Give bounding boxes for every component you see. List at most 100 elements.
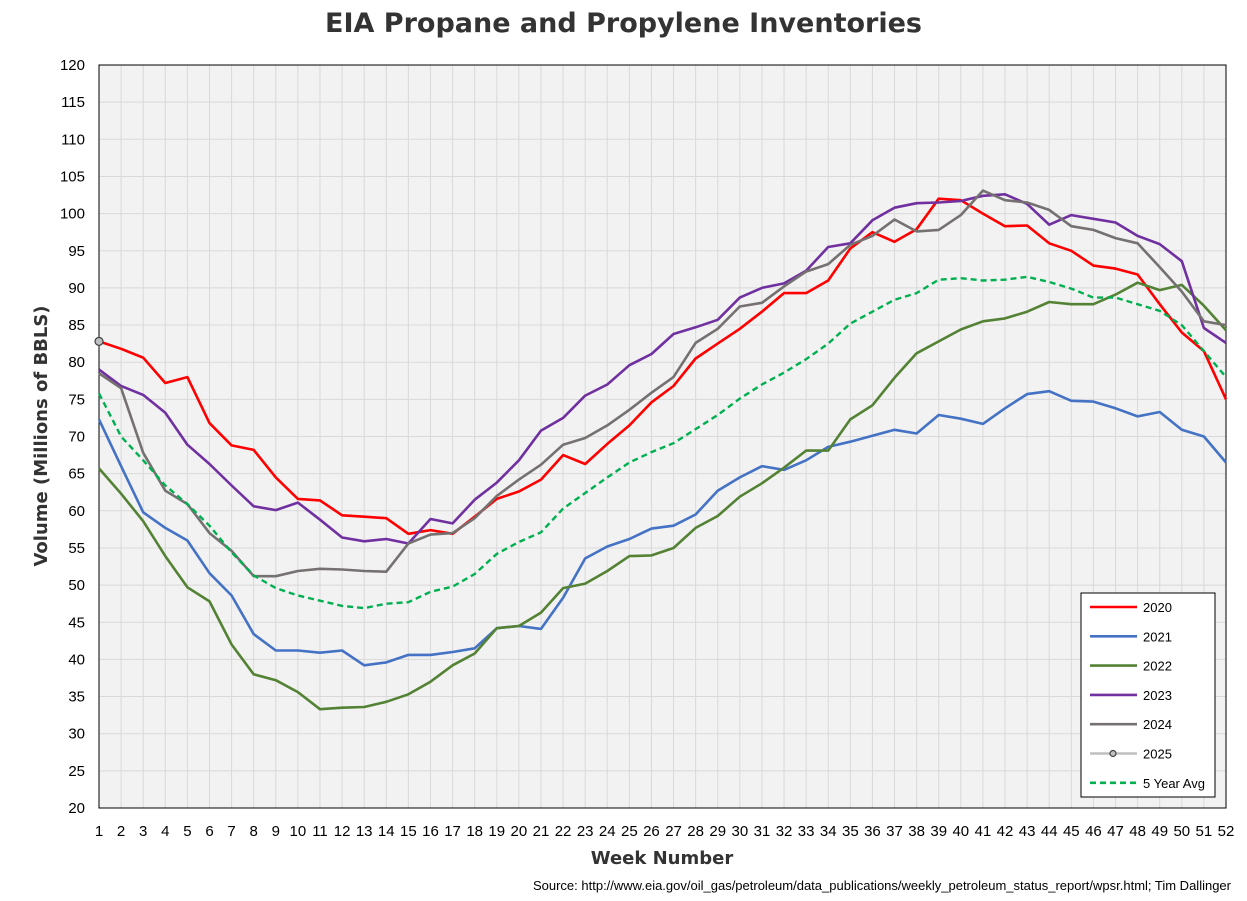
x-tick-label: 20 (511, 823, 528, 840)
y-tick-label: 55 (68, 540, 85, 557)
y-tick-label: 60 (68, 503, 85, 520)
x-tick-label: 38 (908, 823, 925, 840)
x-tick-label: 29 (709, 823, 726, 840)
x-tick-label: 5 (183, 823, 191, 840)
legend-label: 2020 (1143, 600, 1172, 615)
x-tick-label: 30 (731, 823, 748, 840)
x-tick-label: 15 (400, 823, 417, 840)
x-tick-label: 13 (356, 823, 373, 840)
source-note: Source: http://www.eia.gov/oil_gas/petro… (532, 878, 1231, 893)
x-tick-label: 9 (272, 823, 280, 840)
y-tick-label: 90 (68, 280, 85, 297)
y-tick-label: 110 (61, 131, 85, 148)
x-tick-label: 37 (886, 823, 903, 840)
x-tick-label: 52 (1218, 823, 1235, 840)
y-tick-label: 95 (68, 243, 85, 260)
legend-label: 2023 (1143, 688, 1172, 703)
x-tick-label: 45 (1063, 823, 1080, 840)
legend-marker (1109, 749, 1117, 758)
y-tick-label: 35 (68, 689, 85, 706)
x-tick-label: 49 (1151, 823, 1168, 840)
legend: 2020 2021 2022 2023 2024 2025 5 Year Avg (1080, 592, 1216, 798)
y-tick-label: 70 (68, 429, 85, 446)
x-tick-label: 47 (1107, 823, 1124, 840)
y-axis-title: Volume (Millions of BBLS) (31, 305, 52, 566)
x-axis-ticks: 1 2 3 4 5 6 7 8 9 10 11 12 13 14 15 16 17 18 19 20 21 22 23 24 2… (95, 823, 1235, 840)
x-tick-label: 44 (1041, 823, 1058, 840)
series-point-2025 (94, 336, 104, 346)
legend-label: 2025 (1143, 747, 1172, 762)
x-tick-label: 17 (444, 823, 461, 840)
x-tick-label: 11 (312, 823, 328, 840)
y-tick-label: 30 (68, 726, 85, 743)
x-tick-label: 31 (754, 823, 771, 840)
y-tick-label: 85 (68, 317, 85, 334)
x-tick-label: 19 (488, 823, 505, 840)
x-tick-label: 10 (290, 823, 307, 840)
y-axis-ticks: 20 25 30 35 40 45 50 55 60 65 70 75 80 85 90 95 100 105 11… (60, 57, 85, 817)
x-tick-label: 12 (334, 823, 351, 840)
legend-item-5-year-avg: 5 Year Avg (1090, 776, 1205, 791)
y-tick-label: 100 (60, 206, 85, 223)
x-tick-label: 42 (997, 823, 1014, 840)
legend-label: 2022 (1143, 659, 1172, 674)
x-tick-label: 32 (776, 823, 793, 840)
x-tick-label: 26 (643, 823, 660, 840)
x-tick-label: 2 (117, 823, 125, 840)
legend-item-2025: 2025 (1090, 747, 1172, 762)
y-tick-label: 80 (68, 354, 85, 371)
x-tick-label: 4 (161, 823, 169, 840)
legend-label: 2021 (1143, 629, 1172, 644)
x-tick-label: 27 (665, 823, 682, 840)
x-tick-label: 18 (466, 823, 483, 840)
series-line-2020 (98, 197, 1228, 536)
x-tick-label: 25 (621, 823, 638, 840)
y-tick-label: 25 (68, 763, 85, 780)
x-tick-label: 16 (422, 823, 439, 840)
x-tick-label: 43 (1019, 823, 1036, 840)
legend-item-2024: 2024 (1090, 717, 1172, 732)
y-tick-label: 50 (68, 577, 85, 594)
y-tick-label: 40 (68, 651, 85, 668)
x-tick-label: 1 (95, 823, 103, 840)
series-line-5-year-avg (97, 275, 1227, 610)
x-tick-label: 48 (1129, 823, 1146, 840)
x-tick-label: 41 (975, 823, 992, 840)
y-tick-label: 115 (61, 94, 85, 111)
grid-lines (98, 64, 1227, 809)
x-tick-label: 21 (533, 823, 550, 840)
series-line-2024 (98, 189, 1227, 578)
series-line-2022 (98, 281, 1227, 711)
plot-border (98, 64, 1227, 809)
x-tick-label: 46 (1085, 823, 1102, 840)
series-line-2021 (97, 389, 1227, 667)
chart-title: EIA Propane and Propylene Inventories (325, 8, 922, 39)
x-tick-label: 33 (798, 823, 815, 840)
legend-item-2023: 2023 (1090, 688, 1172, 703)
x-tick-label: 23 (577, 823, 594, 840)
x-tick-label: 8 (250, 823, 258, 840)
x-tick-label: 3 (139, 823, 147, 840)
x-tick-label: 6 (205, 823, 213, 840)
x-tick-label: 39 (930, 823, 947, 840)
x-tick-label: 50 (1173, 823, 1190, 840)
legend-item-2021: 2021 (1090, 629, 1172, 644)
y-tick-label: 105 (60, 168, 85, 185)
x-tick-label: 34 (820, 823, 837, 840)
y-tick-label: 45 (68, 614, 85, 631)
series-layer (94, 189, 1228, 711)
y-tick-label: 65 (68, 466, 85, 483)
x-tick-label: 7 (227, 823, 235, 840)
x-tick-label: 36 (864, 823, 881, 840)
x-tick-label: 51 (1196, 823, 1213, 840)
x-tick-label: 40 (952, 823, 969, 840)
series-line-2023 (98, 193, 1227, 545)
legend-label: 2024 (1143, 717, 1172, 732)
y-tick-label: 20 (68, 800, 85, 817)
legend-item-2022: 2022 (1090, 659, 1172, 674)
x-tick-label: 22 (555, 823, 572, 840)
x-tick-label: 28 (687, 823, 704, 840)
y-tick-label: 120 (60, 57, 85, 74)
legend-item-2020: 2020 (1090, 600, 1172, 615)
